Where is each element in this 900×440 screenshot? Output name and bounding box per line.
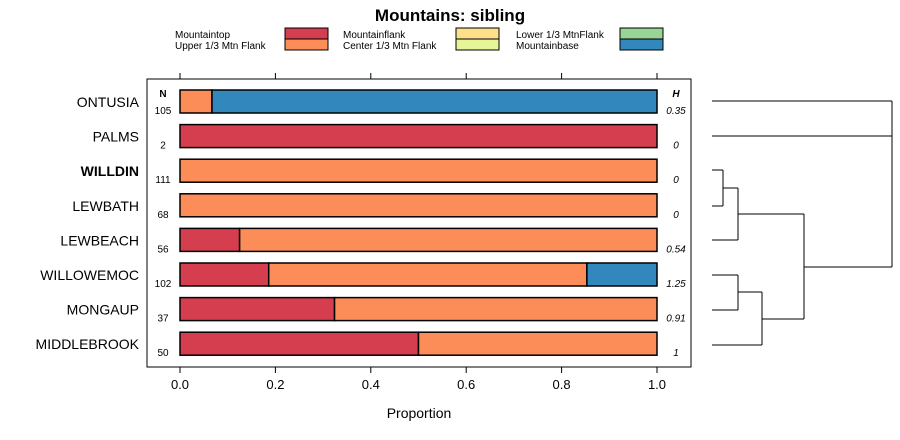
n-label-willdin: 111 (155, 175, 171, 186)
bar-segment-willdin-upper-1-3-mtn-flank (179, 158, 658, 183)
bar-segment-willowemoc-mountaintop (179, 262, 270, 287)
legend-swatch-mountainbase (619, 38, 664, 51)
x-axis-label: Proportion (387, 405, 452, 421)
dendrogram-link (738, 213, 805, 320)
x-tick-label: 0.6 (457, 377, 475, 392)
bar-segment-palms-mountaintop (179, 123, 658, 149)
n-labels: 105 2 111 68 56 102 37 50 (155, 106, 172, 359)
x-tick-label: 0.8 (553, 377, 571, 392)
bar-segment-ontusia-upper-1-3-mtn-flank (179, 89, 213, 114)
row-label-middlebrook: MIDDLEBROOK (36, 336, 140, 352)
n-label-mongaup: 37 (157, 314, 169, 325)
dendrogram-link (712, 187, 739, 241)
bar-segment-middlebrook-upper-1-3-mtn-flank (417, 331, 658, 356)
bars (179, 89, 658, 356)
legend-swatch-center-1-3-mtn-flank (455, 38, 500, 51)
legend-label-center-1-3-mtn-flank: Center 1/3 Mtn Flank (343, 41, 437, 52)
row-label-lewbath: LEWBATH (72, 198, 139, 214)
x-tick-label: 0.4 (362, 377, 380, 392)
row-label-mongaup: MONGAUP (67, 302, 139, 318)
bar-segment-ontusia-mountainbase (211, 89, 658, 114)
row-label-willdin: WILLDIN (81, 163, 139, 179)
bar-segment-willowemoc-mountainbase (586, 262, 658, 287)
bar-segment-lewbeach-mountaintop (179, 227, 241, 253)
h-label-lewbath: 0 (673, 210, 679, 221)
bar-segment-mongaup-upper-1-3-mtn-flank (333, 296, 658, 322)
x-tick-label: 0.0 (171, 377, 189, 392)
row-label-ontusia: ONTUSIA (77, 94, 140, 110)
bar-segment-mongaup-mountaintop (179, 296, 336, 322)
row-labels: ONTUSIA PALMS WILLDIN LEWBATH LEWBEACH WILLOW… (36, 94, 140, 352)
x-tick-label: 0.2 (266, 377, 284, 392)
dendrogram-link (712, 100, 893, 267)
bar-segment-willowemoc-upper-1-3-mtn-flank (267, 262, 588, 287)
legend-label-mountainbase: Mountainbase (516, 41, 579, 52)
h-label-willowemoc: 1.25 (666, 279, 686, 290)
legend-label-mountainflank: Mountainflank (343, 30, 406, 41)
x-axis: 0.0 0.2 0.4 0.6 0.8 1.0 (171, 73, 666, 392)
chart-title: Mountains: sibling (375, 6, 525, 25)
h-label-palms: 0 (673, 141, 679, 152)
row-label-palms: PALMS (93, 129, 139, 145)
n-label-lewbeach: 56 (157, 244, 169, 255)
dendrogram-link (712, 291, 763, 346)
bar-segment-lewbath-upper-1-3-mtn-flank (179, 193, 658, 218)
h-header: H (672, 89, 680, 100)
n-header: N (159, 89, 166, 100)
legend-label-mountaintop: Mountaintop (175, 30, 230, 41)
dendrogram (712, 100, 893, 346)
legend-swatch-mountainflank (455, 27, 500, 40)
n-label-middlebrook: 50 (157, 348, 169, 359)
legend-label-upper-1-3-mtn-flank: Upper 1/3 Mtn Flank (175, 41, 267, 52)
n-label-lewbath: 68 (157, 210, 169, 221)
n-label-palms: 2 (160, 141, 166, 152)
dendrogram-link (712, 274, 739, 311)
h-labels: 0.35 0 0 0 0.54 1.25 0.91 1 (666, 106, 686, 359)
h-label-ontusia: 0.35 (666, 106, 686, 117)
h-label-willdin: 0 (673, 175, 679, 186)
bar-segment-middlebrook-mountaintop (179, 331, 420, 356)
h-label-mongaup: 0.91 (666, 314, 685, 325)
legend-swatch-upper-1-3-mtn-flank (284, 38, 329, 51)
n-label-willowemoc: 102 (155, 279, 172, 290)
row-label-willowemoc: WILLOWEMOC (40, 267, 139, 283)
plot-frame (146, 78, 692, 368)
h-label-middlebrook: 1 (673, 348, 679, 359)
legend-swatch-mountaintop (284, 27, 329, 40)
legend-label-lower-1-3-mtnflank: Lower 1/3 MtnFlank (516, 30, 605, 41)
bar-segment-lewbeach-upper-1-3-mtn-flank (238, 227, 658, 253)
dendrogram-link (712, 169, 724, 207)
row-label-lewbeach: LEWBEACH (60, 232, 139, 248)
legend-swatch-lower-1-3-mtnflank (619, 27, 664, 40)
x-tick-label: 1.0 (648, 377, 666, 392)
h-label-lewbeach: 0.54 (666, 244, 686, 255)
n-label-ontusia: 105 (155, 106, 172, 117)
